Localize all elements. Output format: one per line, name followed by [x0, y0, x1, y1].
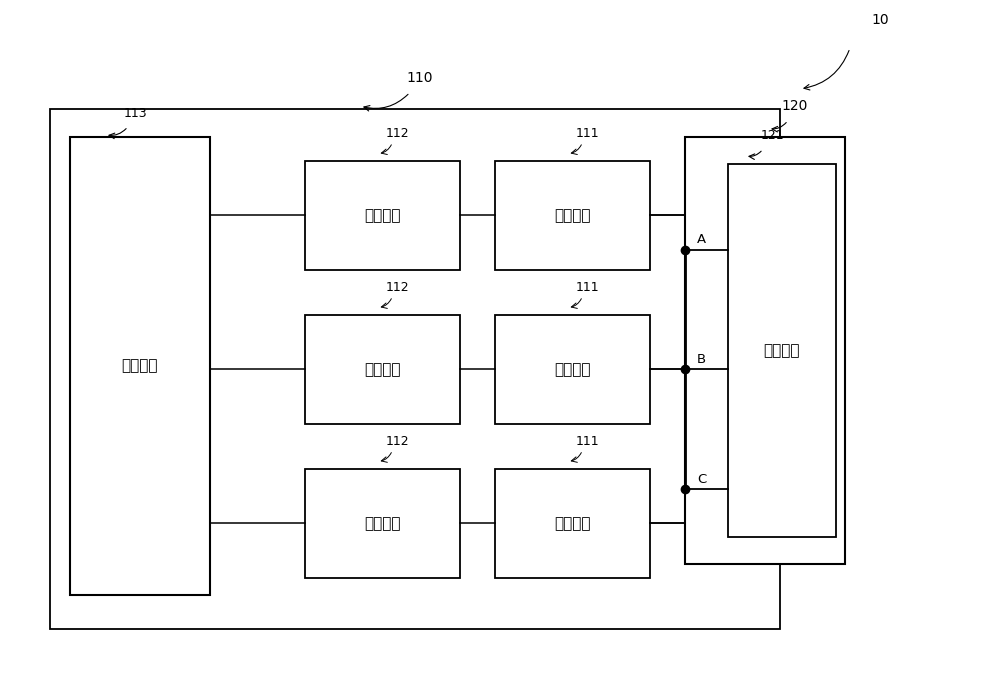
- Text: 121: 121: [760, 129, 784, 142]
- Text: 111: 111: [576, 281, 599, 294]
- Text: 显示模块: 显示模块: [122, 358, 158, 373]
- Text: 10: 10: [871, 14, 889, 27]
- Bar: [495, 469, 650, 578]
- Bar: [70, 137, 210, 595]
- Text: 112: 112: [386, 281, 409, 294]
- Text: 111: 111: [576, 435, 599, 448]
- Bar: [495, 161, 650, 270]
- Bar: [305, 315, 460, 424]
- Text: 113: 113: [123, 107, 147, 120]
- Text: 测试模块: 测试模块: [554, 362, 591, 377]
- Bar: [495, 315, 650, 424]
- Text: 测试模块: 测试模块: [554, 516, 591, 531]
- Text: 120: 120: [782, 99, 808, 113]
- Text: A: A: [697, 233, 706, 246]
- Bar: [728, 164, 836, 537]
- Text: 控制模块: 控制模块: [364, 208, 401, 223]
- Text: 待测设备: 待测设备: [764, 343, 800, 358]
- Bar: [305, 469, 460, 578]
- Text: C: C: [697, 473, 706, 486]
- Bar: [685, 137, 845, 564]
- Bar: [50, 109, 780, 629]
- Text: 控制模块: 控制模块: [364, 516, 401, 531]
- Bar: [305, 161, 460, 270]
- Text: B: B: [697, 353, 706, 366]
- Text: 测试模块: 测试模块: [554, 208, 591, 223]
- Text: 110: 110: [407, 71, 433, 85]
- Text: 112: 112: [386, 127, 409, 140]
- Text: 111: 111: [576, 127, 599, 140]
- Text: 控制模块: 控制模块: [364, 362, 401, 377]
- Text: 112: 112: [386, 435, 409, 448]
